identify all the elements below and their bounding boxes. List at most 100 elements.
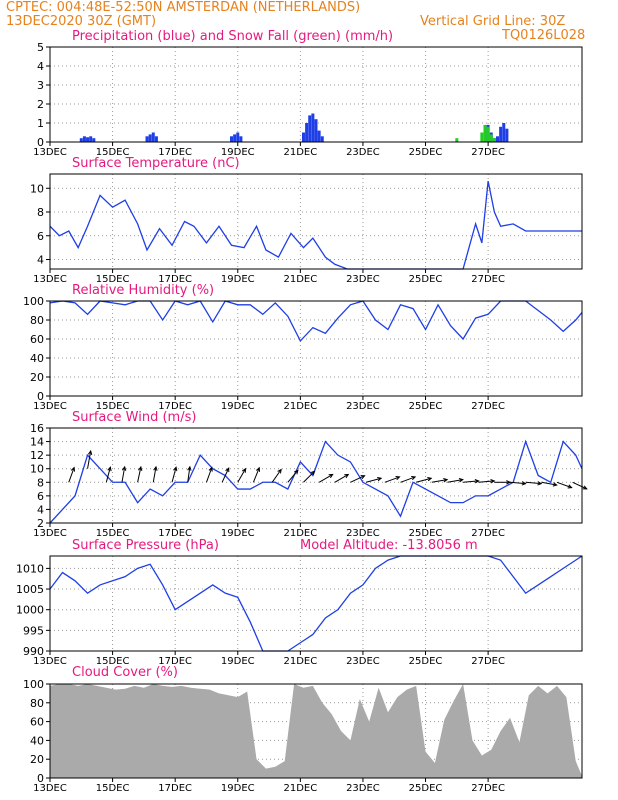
precip-bar-10 bbox=[233, 134, 237, 142]
wind-arrowhead-19 bbox=[395, 476, 401, 481]
rh-xtick-label-3: 19DEC bbox=[221, 401, 255, 412]
header-vertical-grid: Vertical Grid Line: 30Z bbox=[420, 14, 566, 29]
rh-ytick-label-5: 100 bbox=[23, 295, 44, 308]
wind-arrowhead-24 bbox=[474, 479, 480, 484]
temp-ytick-label-0: 4 bbox=[37, 254, 44, 267]
wind-arrowhead-16 bbox=[344, 473, 350, 479]
precip-bar-9 bbox=[230, 136, 234, 142]
precip-bar-4 bbox=[92, 138, 96, 142]
wind-arrowhead-22 bbox=[443, 478, 449, 483]
pres-xtick-label-2: 17DEC bbox=[158, 656, 192, 667]
precip-bar-7 bbox=[151, 132, 155, 142]
rh-line bbox=[49, 300, 583, 343]
wind-arrow-1 bbox=[87, 450, 92, 469]
precip-bar-6 bbox=[148, 134, 152, 142]
precip-snow-bar-0 bbox=[455, 138, 459, 142]
rh-ytick-label-1: 20 bbox=[30, 371, 44, 384]
cloud-xtick-label-4: 21DEC bbox=[283, 783, 317, 794]
precip-bar-8 bbox=[154, 136, 158, 142]
wind-arrowhead-13 bbox=[294, 469, 299, 475]
cloud-xtick-label-2: 17DEC bbox=[158, 783, 192, 794]
precip-bar-15 bbox=[308, 115, 312, 142]
pres-ytick-label-4: 1010 bbox=[16, 562, 44, 575]
precip-xtick-label-2: 17DEC bbox=[158, 147, 192, 158]
rh-ytick-label-2: 40 bbox=[30, 352, 44, 365]
precip-ytick-label-2: 2 bbox=[37, 98, 44, 111]
cloud-ytick-label-5: 100 bbox=[23, 678, 44, 691]
wind-arrowhead-31 bbox=[582, 485, 588, 490]
cloud-ytick-label-0: 0 bbox=[37, 772, 44, 785]
wind-arrow-12 bbox=[271, 469, 282, 483]
wind-arrow-7 bbox=[187, 466, 191, 483]
wind-arrow-10 bbox=[237, 468, 246, 483]
pres-title: Surface Pressure (hPa) bbox=[72, 538, 219, 553]
wind-arrow-21 bbox=[416, 477, 432, 483]
temp-xtick-label-4: 21DEC bbox=[283, 274, 317, 285]
wind-arrow-5 bbox=[152, 466, 157, 483]
wind-xtick-label-0: 13DEC bbox=[33, 528, 67, 539]
wind-arrowhead-11 bbox=[255, 466, 261, 472]
wind-arrowhead-17 bbox=[360, 475, 366, 480]
temp-title: Surface Temperature (nC) bbox=[72, 156, 240, 171]
wind-arrow-11 bbox=[252, 467, 260, 483]
precip-xtick-label-1: 15DEC bbox=[96, 147, 130, 158]
wind-arrowhead-12 bbox=[277, 468, 282, 474]
rh-xtick-label-5: 23DEC bbox=[346, 401, 380, 412]
header-date: 13DEC2020 30Z (GMT) bbox=[6, 14, 157, 29]
wind-arrowhead-26 bbox=[506, 480, 512, 485]
wind-ytick-label-5: 12 bbox=[30, 449, 44, 462]
precip-bar-19 bbox=[320, 136, 324, 142]
header-model-code: TQ0126L028 bbox=[502, 28, 586, 43]
wind-arrow-8 bbox=[206, 467, 213, 483]
wind-arrow-19 bbox=[384, 476, 400, 483]
temp-ytick-label-1: 6 bbox=[37, 230, 44, 243]
wind-arrow-27 bbox=[509, 481, 526, 485]
temp-xtick-label-7: 27DEC bbox=[471, 274, 505, 285]
rh-xtick-label-6: 25DEC bbox=[409, 401, 443, 412]
pres-xtick-label-0: 13DEC bbox=[33, 656, 67, 667]
pres-ytick-label-2: 1000 bbox=[16, 604, 44, 617]
cloud-ytick-label-3: 60 bbox=[30, 716, 44, 729]
pres-ytick-label-3: 1005 bbox=[16, 583, 44, 596]
wind-arrow-6 bbox=[171, 467, 177, 483]
precip-bar-26 bbox=[502, 123, 506, 142]
wind-arrow-23 bbox=[447, 479, 463, 483]
precip-xtick-label-3: 19DEC bbox=[221, 147, 255, 158]
wind-arrow-30 bbox=[556, 481, 572, 489]
wind-arrowhead-29 bbox=[552, 482, 558, 487]
wind-xtick-label-3: 19DEC bbox=[221, 528, 255, 539]
precip-ytick-label-3: 3 bbox=[37, 79, 44, 92]
header-station: CPTEC: 004:48E-52:50N AMSTERDAN (NETHERL… bbox=[6, 0, 361, 15]
wind-arrowhead-20 bbox=[411, 476, 417, 481]
rh-ytick-label-3: 60 bbox=[30, 333, 44, 346]
cloud-ytick-label-2: 40 bbox=[30, 734, 44, 747]
precip-snow-bar-5 bbox=[492, 138, 496, 142]
wind-arrowhead-7 bbox=[187, 465, 192, 471]
precip-xtick-label-5: 23DEC bbox=[346, 147, 380, 158]
pres-xtick-label-4: 21DEC bbox=[283, 656, 317, 667]
temp-xtick-label-5: 23DEC bbox=[346, 274, 380, 285]
wind-arrowhead-15 bbox=[328, 473, 334, 479]
wind-arrow-2 bbox=[105, 467, 111, 483]
cloud-xtick-label-5: 23DEC bbox=[346, 783, 380, 794]
temp-xtick-label-0: 13DEC bbox=[33, 274, 67, 285]
wind-arrow-22 bbox=[431, 479, 448, 483]
pres-xtick-label-3: 19DEC bbox=[221, 656, 255, 667]
wind-arrowhead-10 bbox=[241, 467, 247, 473]
wind-arrowhead-23 bbox=[458, 478, 464, 483]
wind-arrowhead-14 bbox=[310, 470, 316, 476]
precip-bar-13 bbox=[301, 132, 305, 142]
precip-bar-24 bbox=[496, 136, 500, 142]
wind-arrowhead-27 bbox=[521, 481, 527, 486]
wind-arrowhead-1 bbox=[87, 449, 93, 455]
wind-arrow-3 bbox=[121, 466, 126, 483]
precip-bar-27 bbox=[505, 128, 509, 142]
wind-line bbox=[49, 439, 583, 524]
precip-xtick-label-4: 21DEC bbox=[283, 147, 317, 158]
precip-snow-bar-2 bbox=[483, 124, 487, 142]
rh-ytick-label-0: 0 bbox=[37, 390, 44, 403]
precip-bar-16 bbox=[311, 113, 315, 142]
wind-ytick-label-3: 8 bbox=[37, 476, 44, 489]
precip-bar-17 bbox=[314, 119, 318, 142]
